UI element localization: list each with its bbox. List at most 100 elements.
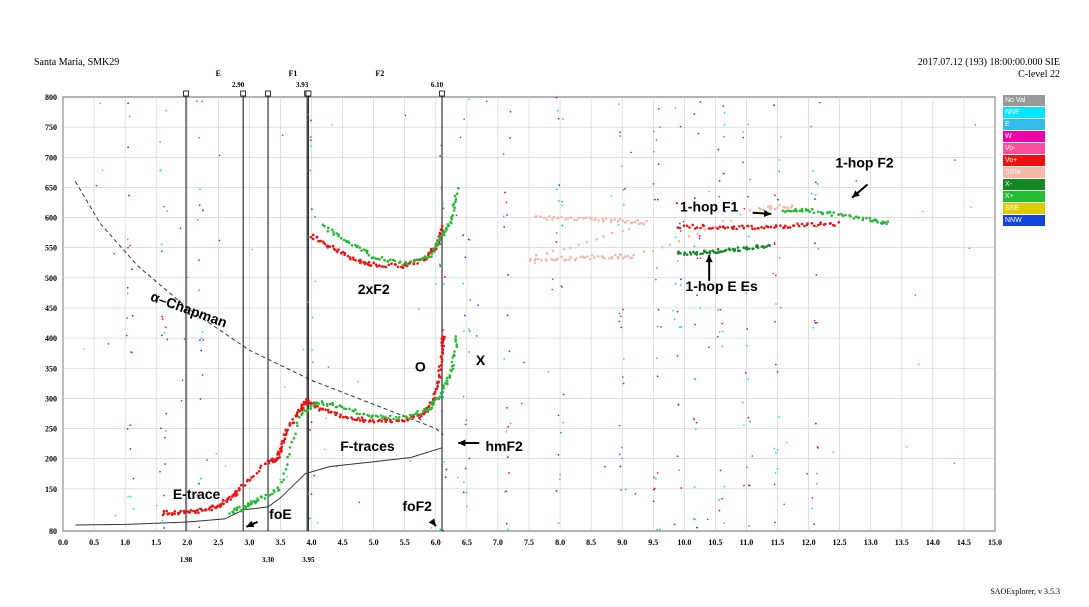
trace-point [423, 407, 426, 411]
trace-point [443, 233, 446, 237]
trace-point [800, 209, 804, 213]
noise-dot [624, 187, 626, 190]
trace-point [335, 411, 339, 415]
trace-point [849, 215, 852, 218]
noise-dot [314, 280, 317, 283]
x-tick-label: 8.5 [586, 538, 596, 547]
noise-dot [814, 198, 816, 200]
marker-top-label: 3.93 [296, 81, 309, 89]
trace-point [445, 376, 449, 380]
trace-point [360, 416, 364, 419]
annotation-label: α–Chapman [149, 288, 230, 330]
trace-point [372, 261, 376, 265]
noise-dot [679, 125, 682, 128]
trace-point [431, 247, 435, 251]
trace-point [162, 512, 166, 515]
trace-point [738, 225, 741, 228]
trace-point [451, 367, 455, 371]
noise-dot [126, 286, 129, 289]
trace-point [590, 218, 593, 221]
noise-dot [463, 118, 466, 121]
noise-dot [812, 326, 815, 329]
noise-dot [722, 172, 725, 175]
noise-dot [620, 165, 623, 168]
trace-point [367, 254, 371, 257]
trace-point [597, 219, 600, 222]
trace-point [719, 250, 722, 253]
noise-dot [653, 476, 655, 479]
trace-point [616, 220, 620, 223]
trace-point [621, 229, 624, 233]
noise-dot [502, 215, 505, 218]
noise-dot [283, 386, 286, 388]
trace-point [339, 252, 343, 255]
noise-dot [357, 380, 359, 383]
trace-point [309, 235, 313, 239]
trace-point [334, 248, 337, 252]
trace-point [238, 505, 241, 509]
trace-point [389, 258, 392, 262]
noise-dot [693, 197, 696, 200]
noise-dot [464, 256, 467, 259]
noise-dot [817, 248, 820, 250]
noise-dot [161, 318, 164, 320]
noise-dot [783, 503, 785, 506]
trace-point [354, 259, 357, 262]
trace-point [441, 390, 445, 394]
trace-point [633, 220, 637, 224]
noise-dot [196, 494, 199, 496]
trace-point [271, 459, 275, 463]
trace-point [387, 263, 391, 267]
trace-point [295, 421, 299, 425]
trace-point [452, 202, 456, 206]
trace-point [806, 208, 810, 212]
noise-dot [721, 322, 724, 325]
trace-point [543, 216, 546, 220]
trace-point [452, 353, 456, 357]
trace-point [677, 250, 680, 253]
trace-point [454, 335, 458, 338]
trace-point [452, 209, 456, 212]
noise-dot [699, 101, 702, 103]
trace-point [436, 385, 440, 388]
trace-point [358, 412, 362, 416]
trace-point [311, 237, 315, 241]
trace-point [679, 251, 682, 255]
noise-dot [620, 326, 623, 329]
trace-point [268, 493, 272, 497]
noise-dot [814, 321, 817, 324]
noise-dot [505, 406, 508, 409]
trace-point [346, 416, 350, 420]
trace-point [582, 217, 585, 220]
noise-dot [718, 330, 721, 333]
noise-dot [622, 308, 624, 311]
annotation-label: hmF2 [485, 438, 523, 454]
noise-dot [749, 420, 752, 423]
trace-point [865, 216, 868, 220]
trace-point [357, 417, 360, 420]
trace-point [390, 262, 393, 265]
annotation-label: O [415, 358, 426, 374]
x-tick-label: 0.0 [58, 538, 68, 547]
trace-point [883, 221, 887, 224]
trace-point [273, 490, 276, 494]
noise-dot [621, 457, 624, 460]
noise-dot [308, 236, 311, 239]
trace-point [803, 224, 806, 228]
trace-point [326, 246, 330, 249]
arrow-head [705, 254, 713, 263]
x-tick-label: 5.5 [400, 538, 410, 547]
noise-dot [778, 159, 781, 161]
trace-point [363, 418, 367, 422]
noise-dot [311, 349, 313, 351]
y-tick-label: 450 [45, 304, 57, 313]
noise-dot [680, 326, 683, 328]
trace-point [661, 245, 664, 249]
noise-dot [218, 154, 221, 157]
trace-point [537, 257, 540, 261]
noise-dot [708, 190, 710, 193]
noise-dot [562, 421, 565, 424]
noise-dot [404, 114, 407, 117]
y-tick-label: 650 [45, 183, 57, 192]
